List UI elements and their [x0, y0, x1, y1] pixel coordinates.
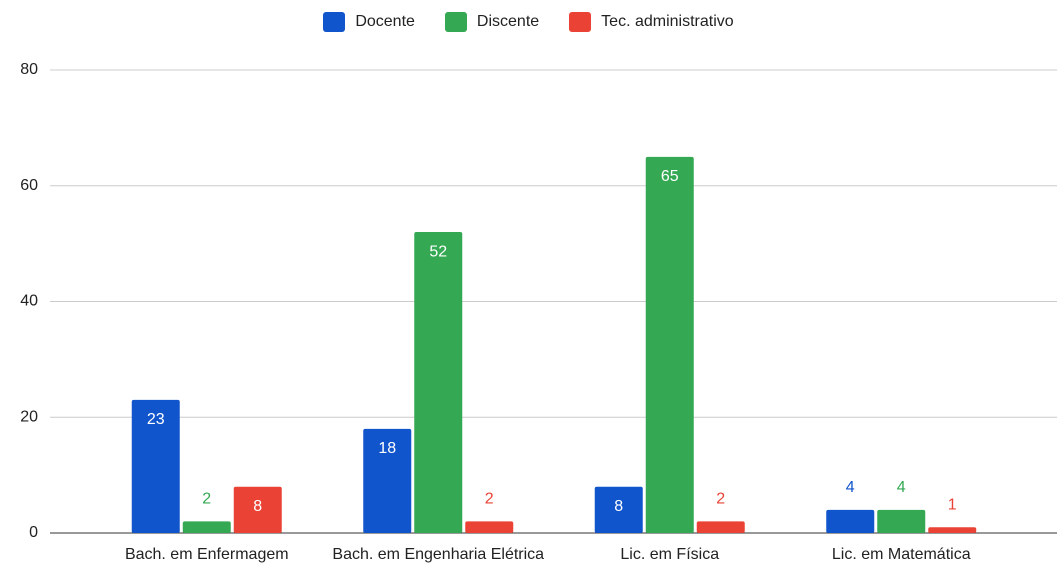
- data-label: 4: [846, 479, 855, 496]
- data-label: 52: [429, 243, 447, 260]
- y-tick-label: 80: [20, 61, 38, 78]
- legend-swatch: [569, 12, 592, 32]
- bar: [233, 486, 282, 533]
- bar: [465, 521, 514, 533]
- bar: [363, 428, 412, 533]
- bar: [594, 486, 643, 533]
- bar: [928, 527, 977, 533]
- bar: [645, 156, 694, 533]
- data-label: 2: [202, 491, 211, 508]
- bar: [131, 399, 180, 533]
- x-tick-label: Lic. em Física: [620, 546, 720, 563]
- legend-label: Discente: [476, 13, 540, 30]
- bar: [696, 521, 745, 533]
- y-tick-label: 20: [20, 408, 38, 425]
- data-label: 1: [948, 496, 957, 513]
- y-tick-label: 60: [20, 177, 38, 194]
- bar: [414, 232, 463, 534]
- bar: [826, 509, 875, 533]
- legend-item: Discente: [444, 12, 540, 32]
- data-label: 23: [147, 411, 165, 428]
- legend-swatch: [444, 12, 467, 32]
- data-label: 4: [897, 479, 906, 496]
- x-tick-label: Lic. em Matemática: [831, 546, 971, 563]
- bar: [182, 521, 231, 533]
- legend-item: Docente: [323, 12, 415, 32]
- data-label: 18: [378, 440, 396, 457]
- data-label: 65: [661, 168, 679, 185]
- legend-item: Tec. administrativo: [569, 12, 734, 32]
- data-label: 8: [253, 498, 262, 515]
- data-label: 2: [485, 491, 494, 508]
- legend: Docente Discente Tec. administrativo: [0, 12, 1057, 32]
- legend-label: Tec. administrativo: [601, 13, 734, 30]
- y-tick-label: 0: [29, 524, 38, 541]
- bar: [877, 509, 926, 533]
- x-tick-label: Bach. em Engenharia Elétrica: [332, 546, 545, 563]
- data-label: 2: [716, 491, 725, 508]
- data-label: 8: [614, 498, 623, 515]
- legend-label: Docente: [355, 13, 415, 30]
- legend-swatch: [323, 12, 346, 32]
- y-tick-label: 40: [20, 293, 38, 310]
- x-tick-label: Bach. em Enfermagem: [124, 546, 289, 563]
